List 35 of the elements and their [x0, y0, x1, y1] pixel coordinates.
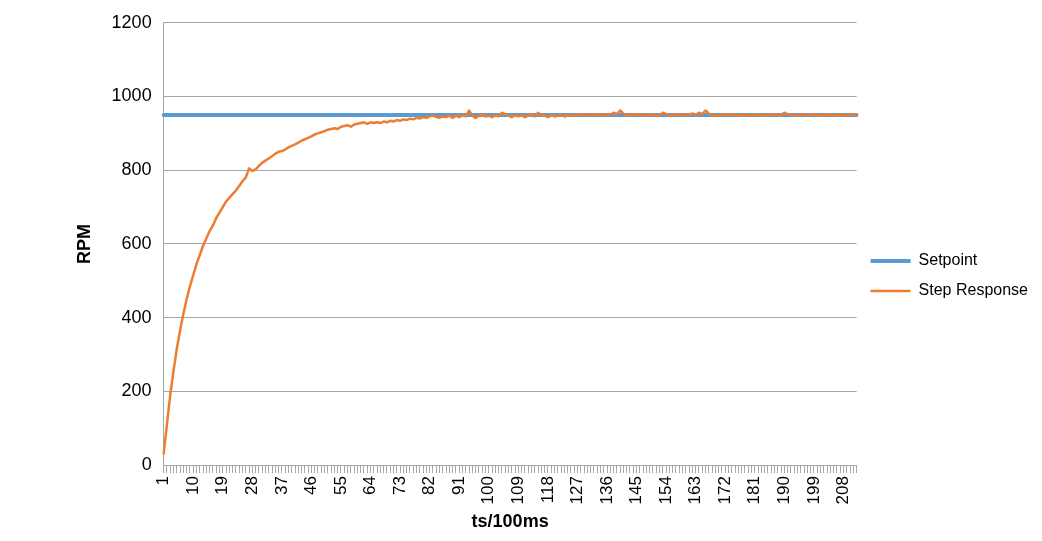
- x-tick-label: 28: [242, 476, 261, 495]
- x-tick-label: 190: [774, 476, 794, 505]
- x-tick-label: 73: [389, 476, 409, 495]
- x-tick-label: 199: [803, 476, 823, 505]
- x-tick-label: 91: [448, 476, 468, 495]
- x-tick-label: 55: [330, 476, 350, 495]
- y-tick-label: 800: [121, 159, 152, 180]
- y-tick-label: 600: [121, 232, 152, 253]
- x-tick-label: 136: [596, 476, 616, 505]
- x-tick-label: 118: [537, 476, 557, 504]
- x-axis-title: ts/100ms: [471, 511, 549, 532]
- y-tick-label: 400: [121, 306, 152, 327]
- legend-label: Step Response: [918, 281, 1029, 299]
- x-tick-label: 10: [182, 476, 202, 495]
- x-tick-label: 163: [685, 476, 705, 505]
- x-tick-label: 37: [271, 476, 291, 495]
- y-tick-label: 200: [121, 380, 152, 401]
- y-tick-label: 0: [141, 454, 152, 474]
- x-tick-label: 82: [419, 476, 439, 495]
- legend-label: Setpoint: [918, 251, 978, 269]
- x-tick-label: 1: [153, 476, 173, 486]
- x-tick-label: 19: [212, 476, 232, 495]
- x-tick-label: 172: [714, 476, 734, 505]
- x-tick-label: 109: [508, 476, 528, 505]
- x-tick-label: 100: [478, 476, 498, 505]
- x-tick-label: 145: [626, 476, 646, 505]
- x-tick-label: 46: [301, 476, 321, 495]
- x-tick-label: 127: [567, 476, 587, 505]
- y-tick-label: 1000: [111, 85, 152, 106]
- x-tick-label: 181: [744, 476, 764, 505]
- y-axis-title: RPM: [73, 223, 94, 264]
- x-tick-label: 154: [655, 476, 675, 505]
- y-tick-label: 1200: [111, 11, 152, 32]
- x-tick-label: 208: [833, 476, 853, 505]
- x-tick-label: 64: [360, 476, 380, 495]
